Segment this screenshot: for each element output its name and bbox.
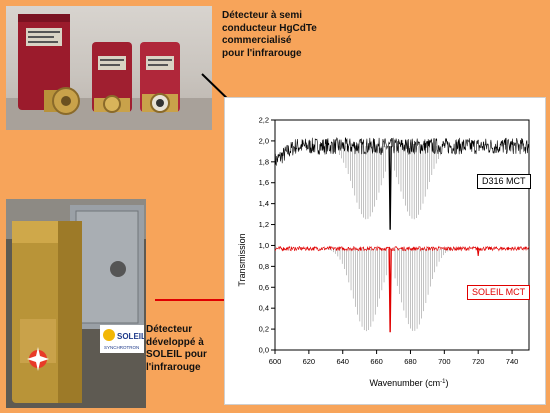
- x-tick-label: 680: [404, 357, 417, 366]
- x-tick-label: 640: [336, 357, 349, 366]
- y-tick-label: 2,2: [259, 116, 269, 125]
- y-tick-label: 0,2: [259, 325, 269, 334]
- x-axis-label: Wavenumber (cm-1): [369, 378, 448, 388]
- plot-frame: [274, 119, 530, 351]
- x-tick-label: 660: [370, 357, 383, 366]
- y-tick-label: 1,6: [259, 178, 269, 187]
- y-tick-label: 1,0: [259, 241, 269, 250]
- y-tick-label: 0,6: [259, 283, 269, 292]
- y-tick-label: 0,0: [259, 346, 269, 355]
- reference-lines-1: [322, 248, 464, 332]
- y-tick-label: 1,4: [259, 199, 269, 208]
- soleil-detector-photo: [6, 199, 146, 408]
- svg-text:SOLEIL: SOLEIL: [117, 332, 144, 341]
- caption-soleil-detector: Détecteur développé à SOLEIL pour l'infr…: [146, 324, 207, 373]
- series-dip-0: [388, 146, 392, 230]
- x-tick-label: 740: [506, 357, 519, 366]
- series-line-1: [274, 245, 530, 252]
- svg-text:SYNCHROTRON: SYNCHROTRON: [104, 345, 139, 350]
- series-small-dip-1: [476, 248, 480, 256]
- soleil-logo: SOLEIL SYNCHROTRON: [100, 325, 144, 353]
- x-tick-label: 700: [438, 357, 451, 366]
- caption-commercial-detector: Détecteur à semi conducteur HgCdTe comme…: [222, 10, 317, 59]
- y-axis-label: Transmission: [237, 233, 247, 286]
- chart-svg: 600 620 640 660 680 700 720 740 0,0 0,2 0,4 0,6 0,8 1…: [237, 116, 530, 388]
- y-tick-label: 2,0: [259, 136, 269, 145]
- series-dip-1: [388, 248, 392, 333]
- legend-soleil: SOLEIL MCT: [467, 285, 531, 300]
- commercial-detectors-photo: [6, 6, 212, 130]
- x-tick-label: 600: [269, 357, 282, 366]
- y-tick-label: 1,8: [259, 157, 269, 166]
- transmission-chart: 600 620 640 660 680 700 720 740 0,0 0,2 0,4 0,6 0,8 1…: [224, 97, 546, 405]
- series-line-0: [274, 137, 530, 170]
- x-tick-label: 720: [472, 357, 485, 366]
- x-tick-label: 620: [303, 357, 316, 366]
- y-tick-label: 0,4: [259, 304, 269, 313]
- legend-d316: D316 MCT: [477, 174, 531, 189]
- y-tick-label: 1,2: [259, 220, 269, 229]
- y-tick-label: 0,8: [259, 262, 269, 271]
